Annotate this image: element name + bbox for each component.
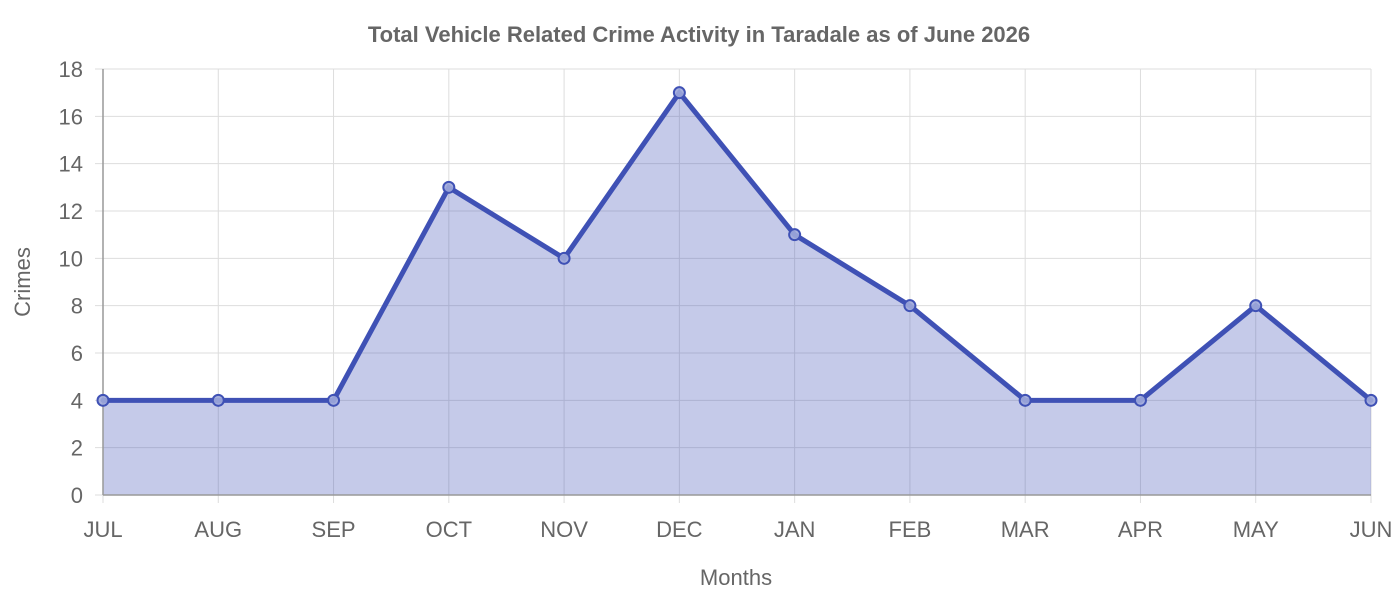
data-point-nov[interactable] — [557, 251, 571, 265]
x-tick-label: FEB — [889, 517, 932, 542]
data-point-dec[interactable] — [672, 86, 686, 100]
x-tick-label: DEC — [656, 517, 703, 542]
x-tick-label: MAY — [1233, 517, 1279, 542]
y-tick-label: 10 — [59, 246, 83, 271]
data-point-jun[interactable] — [1364, 393, 1378, 407]
series-area — [103, 92, 1371, 496]
series-area-fill — [103, 92, 1371, 496]
y-tick-label: 12 — [59, 199, 83, 224]
series-line — [100, 88, 1374, 403]
data-point-feb[interactable] — [903, 299, 917, 313]
y-tick-label: 4 — [71, 388, 83, 413]
y-tick-label: 2 — [71, 436, 83, 461]
data-point-aug[interactable] — [211, 393, 225, 407]
y-tick-label: 14 — [59, 152, 83, 177]
data-point-jul[interactable] — [96, 393, 110, 407]
x-tick-label: JAN — [774, 517, 816, 542]
y-tick-label: 8 — [71, 294, 83, 319]
data-points — [96, 86, 1378, 407]
grid — [95, 68, 1372, 503]
data-point-jan[interactable] — [788, 228, 802, 242]
x-tick-label: JUL — [83, 517, 122, 542]
y-tick-label: 16 — [59, 104, 83, 129]
data-point-may[interactable] — [1249, 299, 1263, 313]
x-axis-title: Months — [700, 565, 772, 590]
y-tick-label: 0 — [71, 483, 83, 508]
x-tick-label: OCT — [426, 517, 472, 542]
data-point-apr[interactable] — [1133, 393, 1147, 407]
x-tick-label: SEP — [312, 517, 356, 542]
series-line-path — [100, 88, 1374, 403]
chart-title: Total Vehicle Related Crime Activity in … — [368, 22, 1030, 47]
data-point-mar[interactable] — [1018, 393, 1032, 407]
y-axis-title: Crimes — [10, 247, 35, 317]
y-tick-label: 18 — [59, 57, 83, 82]
y-tick-label: 6 — [71, 341, 83, 366]
x-tick-labels: JUL AUG SEP OCT NOV DEC JAN FEB MAR APR MAY JUN — [83, 517, 1392, 542]
x-tick-label: JUN — [1350, 517, 1393, 542]
x-tick-label: AUG — [194, 517, 242, 542]
x-tick-label: NOV — [540, 517, 588, 542]
data-point-oct[interactable] — [442, 180, 456, 194]
axes — [102, 69, 1371, 496]
data-point-sep[interactable] — [327, 393, 341, 407]
x-tick-label: MAR — [1001, 517, 1050, 542]
y-tick-labels: 0 2 4 6 8 10 12 14 16 18 — [59, 57, 83, 508]
x-tick-label: APR — [1118, 517, 1163, 542]
